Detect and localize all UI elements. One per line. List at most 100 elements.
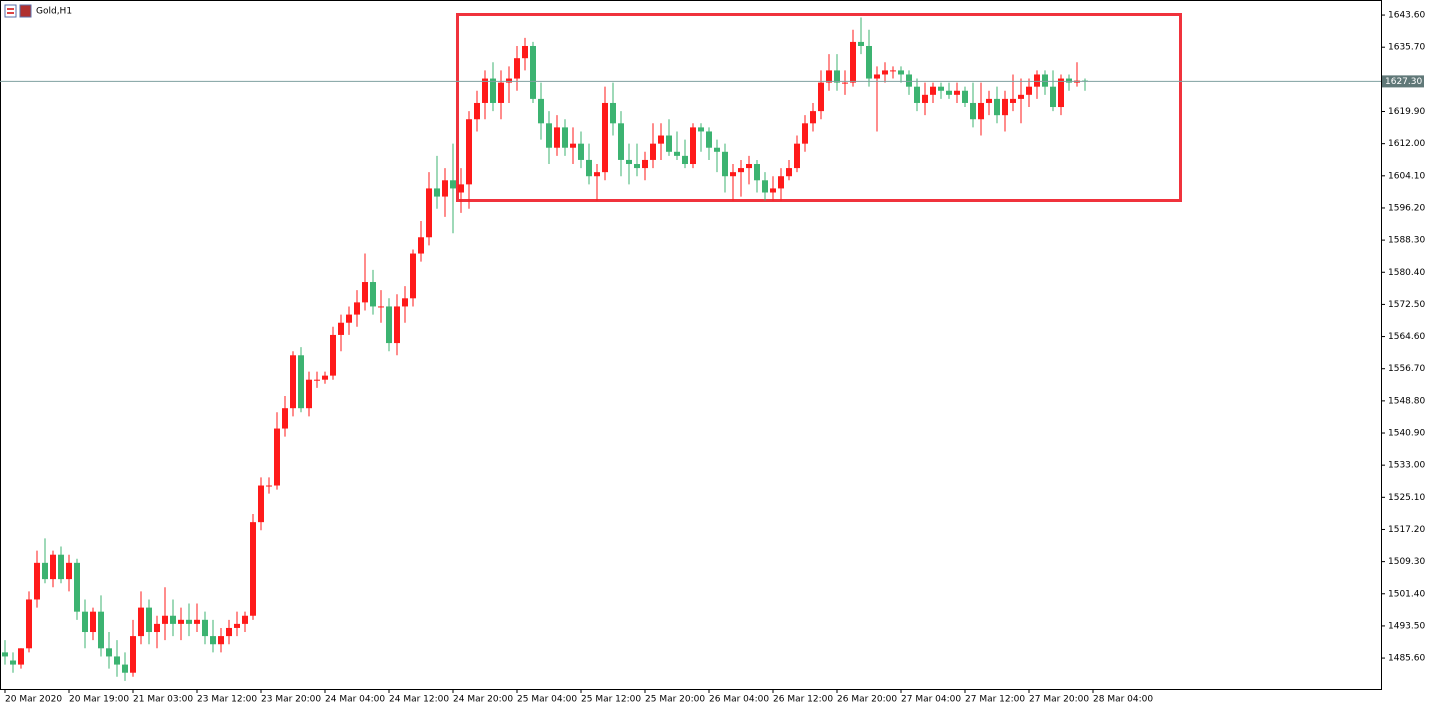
candle-body [994,98,1000,116]
x-tick-label: 20 Mar 19:00 [69,695,129,705]
candle-body [266,485,272,487]
candle-body [818,82,824,112]
x-tick-label: 26 Mar 12:00 [773,695,833,705]
candle-body [674,151,680,156]
candle-body [770,188,776,193]
candle-body [298,355,304,409]
candle-body [690,127,696,165]
candle-body [98,611,104,649]
candle-body [514,58,520,79]
candle-body [738,168,744,173]
highlight-box [456,13,1182,202]
candle-body [202,619,208,637]
x-tick-label: 24 Mar 12:00 [389,695,449,705]
candle-body [842,82,848,84]
price-label: 1627.30 [1385,77,1422,87]
y-tick-label: 1517.20 [1388,525,1425,535]
candle-body [354,302,360,315]
candle-body [922,94,928,103]
candle-body [82,611,88,633]
candle-body [906,74,912,87]
candle-body [178,619,184,624]
y-tick-label: 1540.90 [1388,429,1425,439]
y-tick-label: 1564.60 [1388,332,1425,342]
candle-body [954,90,960,95]
y-tick-label: 1548.80 [1388,396,1425,406]
candle-body [234,623,240,628]
candle-body [634,164,640,169]
candle-body [506,78,512,83]
candle-body [138,607,144,637]
y-tick-label: 1619.90 [1388,107,1425,117]
candle-body [322,375,328,380]
candle-body [578,143,584,160]
candle-body [210,636,216,645]
x-tick-label: 27 Mar 20:00 [1029,695,1089,705]
candle-body [330,334,336,376]
candle-body [930,86,936,95]
y-tick-label: 1596.20 [1388,203,1425,213]
candle-body [18,648,24,665]
candle-body [1042,74,1048,87]
x-tick-label: 25 Mar 20:00 [645,695,705,705]
candle-body [522,45,528,59]
candle-body [658,135,664,144]
candle-body [226,627,232,637]
candle-body [850,41,856,83]
candle-body [722,151,728,177]
candle-body [1058,78,1064,108]
candle-body [10,660,16,665]
y-tick-label: 1501.40 [1388,589,1425,599]
candle-body [986,98,992,103]
candle-body [290,355,296,409]
candle-body [778,176,784,189]
candle-body [746,164,752,169]
y-tick-label: 1485.60 [1388,654,1425,664]
y-tick-label: 1612.00 [1388,139,1425,149]
x-tick-label: 23 Mar 20:00 [261,695,321,705]
candle-body [122,664,128,673]
candle-body [338,322,344,335]
candle-body [442,180,448,197]
candle-body [1002,98,1008,116]
x-tick-label: 23 Mar 12:00 [197,695,257,705]
candle-body [458,184,464,193]
price-label-box [1382,75,1424,88]
candle-body [834,70,840,83]
candle-body [370,282,376,307]
candle-body [898,70,904,75]
candle-body [346,314,352,323]
candle-body [810,111,816,124]
candle-body [530,45,536,99]
candle-body [362,282,368,303]
candle-body [66,562,72,580]
candle-body [546,123,552,148]
candle-body [538,98,544,124]
candle-body [466,119,472,185]
candle-body [714,147,720,152]
candle-body [2,652,8,657]
candle-body [402,298,408,307]
chart-icon [4,4,32,18]
candle-body [978,102,984,120]
candle-body [386,306,392,344]
x-tick-label: 26 Mar 20:00 [837,695,897,705]
candle-body [162,615,168,624]
candle-body [554,127,560,148]
plot-frame [0,0,1382,690]
chart-title: Gold,H1 [36,7,72,17]
candle-body [946,90,952,95]
candle-body [1066,78,1072,83]
candle-body [378,306,384,308]
x-tick-label: 20 Mar 2020 [5,695,62,705]
candle-body [618,123,624,160]
y-tick-label: 1580.40 [1388,268,1425,278]
candle-body [914,86,920,103]
candle-body [1018,94,1024,99]
x-tick-label: 24 Mar 04:00 [325,695,385,705]
y-tick-label: 1588.30 [1388,236,1425,246]
candle-body [58,554,64,580]
x-tick-label: 27 Mar 04:00 [901,695,961,705]
candle-body [570,143,576,148]
